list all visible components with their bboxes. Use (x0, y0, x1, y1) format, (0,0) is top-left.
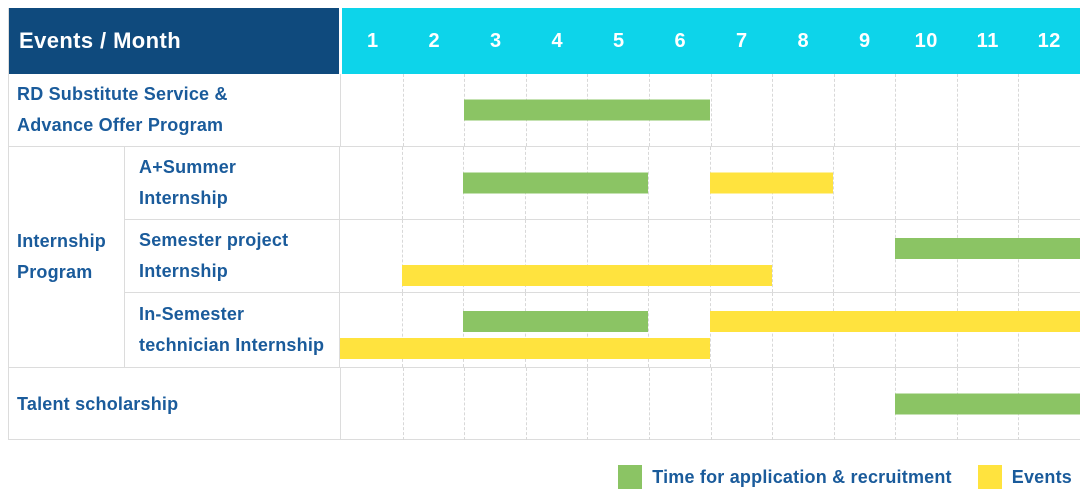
yellow-swatch-icon (977, 465, 1002, 489)
month-label: 5 (612, 29, 625, 52)
month-label: 1 (366, 29, 379, 52)
row-label-line: Talent scholarship (17, 393, 179, 414)
month-cell (648, 368, 711, 440)
month-label: 8 (797, 29, 810, 52)
events-bar (401, 265, 772, 286)
row-label-a-plus-summer: A+Summer Internship (125, 147, 340, 219)
month-cell (401, 220, 464, 292)
month-cell (710, 368, 773, 440)
group-label-line: Program (17, 262, 93, 282)
row-label-talent-scholarship: Talent scholarship (9, 368, 341, 440)
timeline-talent-scholarship (341, 368, 1080, 440)
month-label: 2 (428, 29, 441, 52)
month-label: 4 (551, 29, 564, 52)
row-rd-substitute: RD Substitute Service & Advance Offer Pr… (9, 74, 1080, 147)
month-cell (648, 147, 710, 219)
legend-label-application: Time for application & recruitment (652, 466, 952, 487)
application-bar (463, 311, 649, 332)
month-cell (833, 220, 895, 292)
month-cell (833, 74, 896, 146)
month-label: 12 (1037, 29, 1061, 52)
gantt-table: Events / Month 1 2 3 4 5 6 7 8 9 10 11 12 RD Substi… (8, 8, 1080, 440)
month-cell (341, 368, 403, 440)
row-label-line: In-Semester (139, 304, 245, 324)
month-cell (1018, 74, 1080, 146)
row-label-line: A+Summer (139, 157, 237, 177)
row-label-rd-substitute: RD Substitute Service & Advance Offer Pr… (9, 74, 341, 146)
table-header: Events / Month 1 2 3 4 5 6 7 8 9 10 11 12 (9, 8, 1080, 74)
month-cell (401, 147, 464, 219)
legend-item-application: Time for application & recruitment (618, 465, 952, 489)
month-cell (833, 368, 896, 440)
month-cell (463, 220, 525, 292)
month-cell (525, 368, 588, 440)
row-label-line: Internship (139, 188, 229, 208)
legend: Time for application & recruitment Event… (618, 465, 1072, 489)
row-label-in-semester-technician: In-Semester technician Internship (125, 293, 340, 367)
month-cell (895, 147, 957, 219)
month-cell (648, 293, 710, 367)
month-cell (341, 74, 403, 146)
month-cell (587, 368, 649, 440)
application-bar (463, 172, 649, 194)
row-label-line: Advance Offer Program (17, 115, 224, 135)
events-bar (710, 172, 834, 194)
month-label: 6 (674, 29, 687, 52)
month-cell (340, 147, 402, 219)
row-semester-project: Semester project Internship (125, 220, 1080, 293)
month-label: 11 (976, 29, 999, 52)
month-cell (340, 220, 402, 292)
row-in-semester-technician: In-Semester technician Internship (125, 293, 1080, 367)
green-swatch-icon (618, 465, 643, 489)
row-label-line: Semester project (139, 230, 289, 250)
timeline-a-plus-summer (340, 147, 1080, 219)
month-cell (833, 147, 895, 219)
events-month-header-cell: Events / Month (9, 8, 339, 74)
month-cell (586, 220, 649, 292)
month-label: 10 (914, 29, 938, 52)
month-label: 9 (858, 29, 871, 52)
month-cell (401, 293, 464, 367)
row-label-line: RD Substitute Service & (17, 84, 228, 104)
month-cell (710, 220, 772, 292)
month-cell (402, 368, 465, 440)
month-cell (710, 74, 773, 146)
timeline-in-semester-technician (340, 293, 1080, 367)
group-label-internship-program: Internship Program (9, 147, 125, 367)
group-internship-program: Internship Program A+Summer Internship S… (9, 147, 1080, 368)
month-cell (402, 74, 465, 146)
month-cell (648, 220, 710, 292)
month-cell (525, 220, 587, 292)
events-bar (710, 311, 1080, 332)
row-label-line: Internship (139, 261, 229, 281)
row-a-plus-summer: A+Summer Internship (125, 147, 1080, 220)
group-subrows: A+Summer Internship Semester project Int… (125, 147, 1080, 367)
events-bar (340, 338, 710, 359)
month-cell (771, 220, 834, 292)
row-talent-scholarship: Talent scholarship (9, 368, 1080, 440)
month-cell (772, 74, 834, 146)
month-cell (1018, 147, 1080, 219)
application-bar (464, 99, 711, 121)
month-cell (956, 147, 1019, 219)
row-label-semester-project: Semester project Internship (125, 220, 340, 292)
month-cell (956, 74, 1019, 146)
application-bar (895, 393, 1080, 415)
timeline-rd-substitute (341, 74, 1080, 146)
month-cell (464, 368, 526, 440)
header-title: Events / Month (19, 28, 182, 53)
application-bar (895, 238, 1080, 259)
month-cell (772, 368, 834, 440)
row-label-line: technician Internship (139, 335, 325, 355)
month-label: 7 (735, 29, 748, 52)
month-label: 3 (489, 29, 502, 52)
month-cell (895, 74, 957, 146)
legend-item-events: Events (977, 465, 1072, 489)
legend-label-events: Events (1011, 466, 1072, 487)
month-header-row: 1 2 3 4 5 6 7 8 9 10 11 12 (342, 8, 1080, 74)
group-label-line: Internship (17, 231, 107, 251)
timeline-semester-project (340, 220, 1080, 292)
